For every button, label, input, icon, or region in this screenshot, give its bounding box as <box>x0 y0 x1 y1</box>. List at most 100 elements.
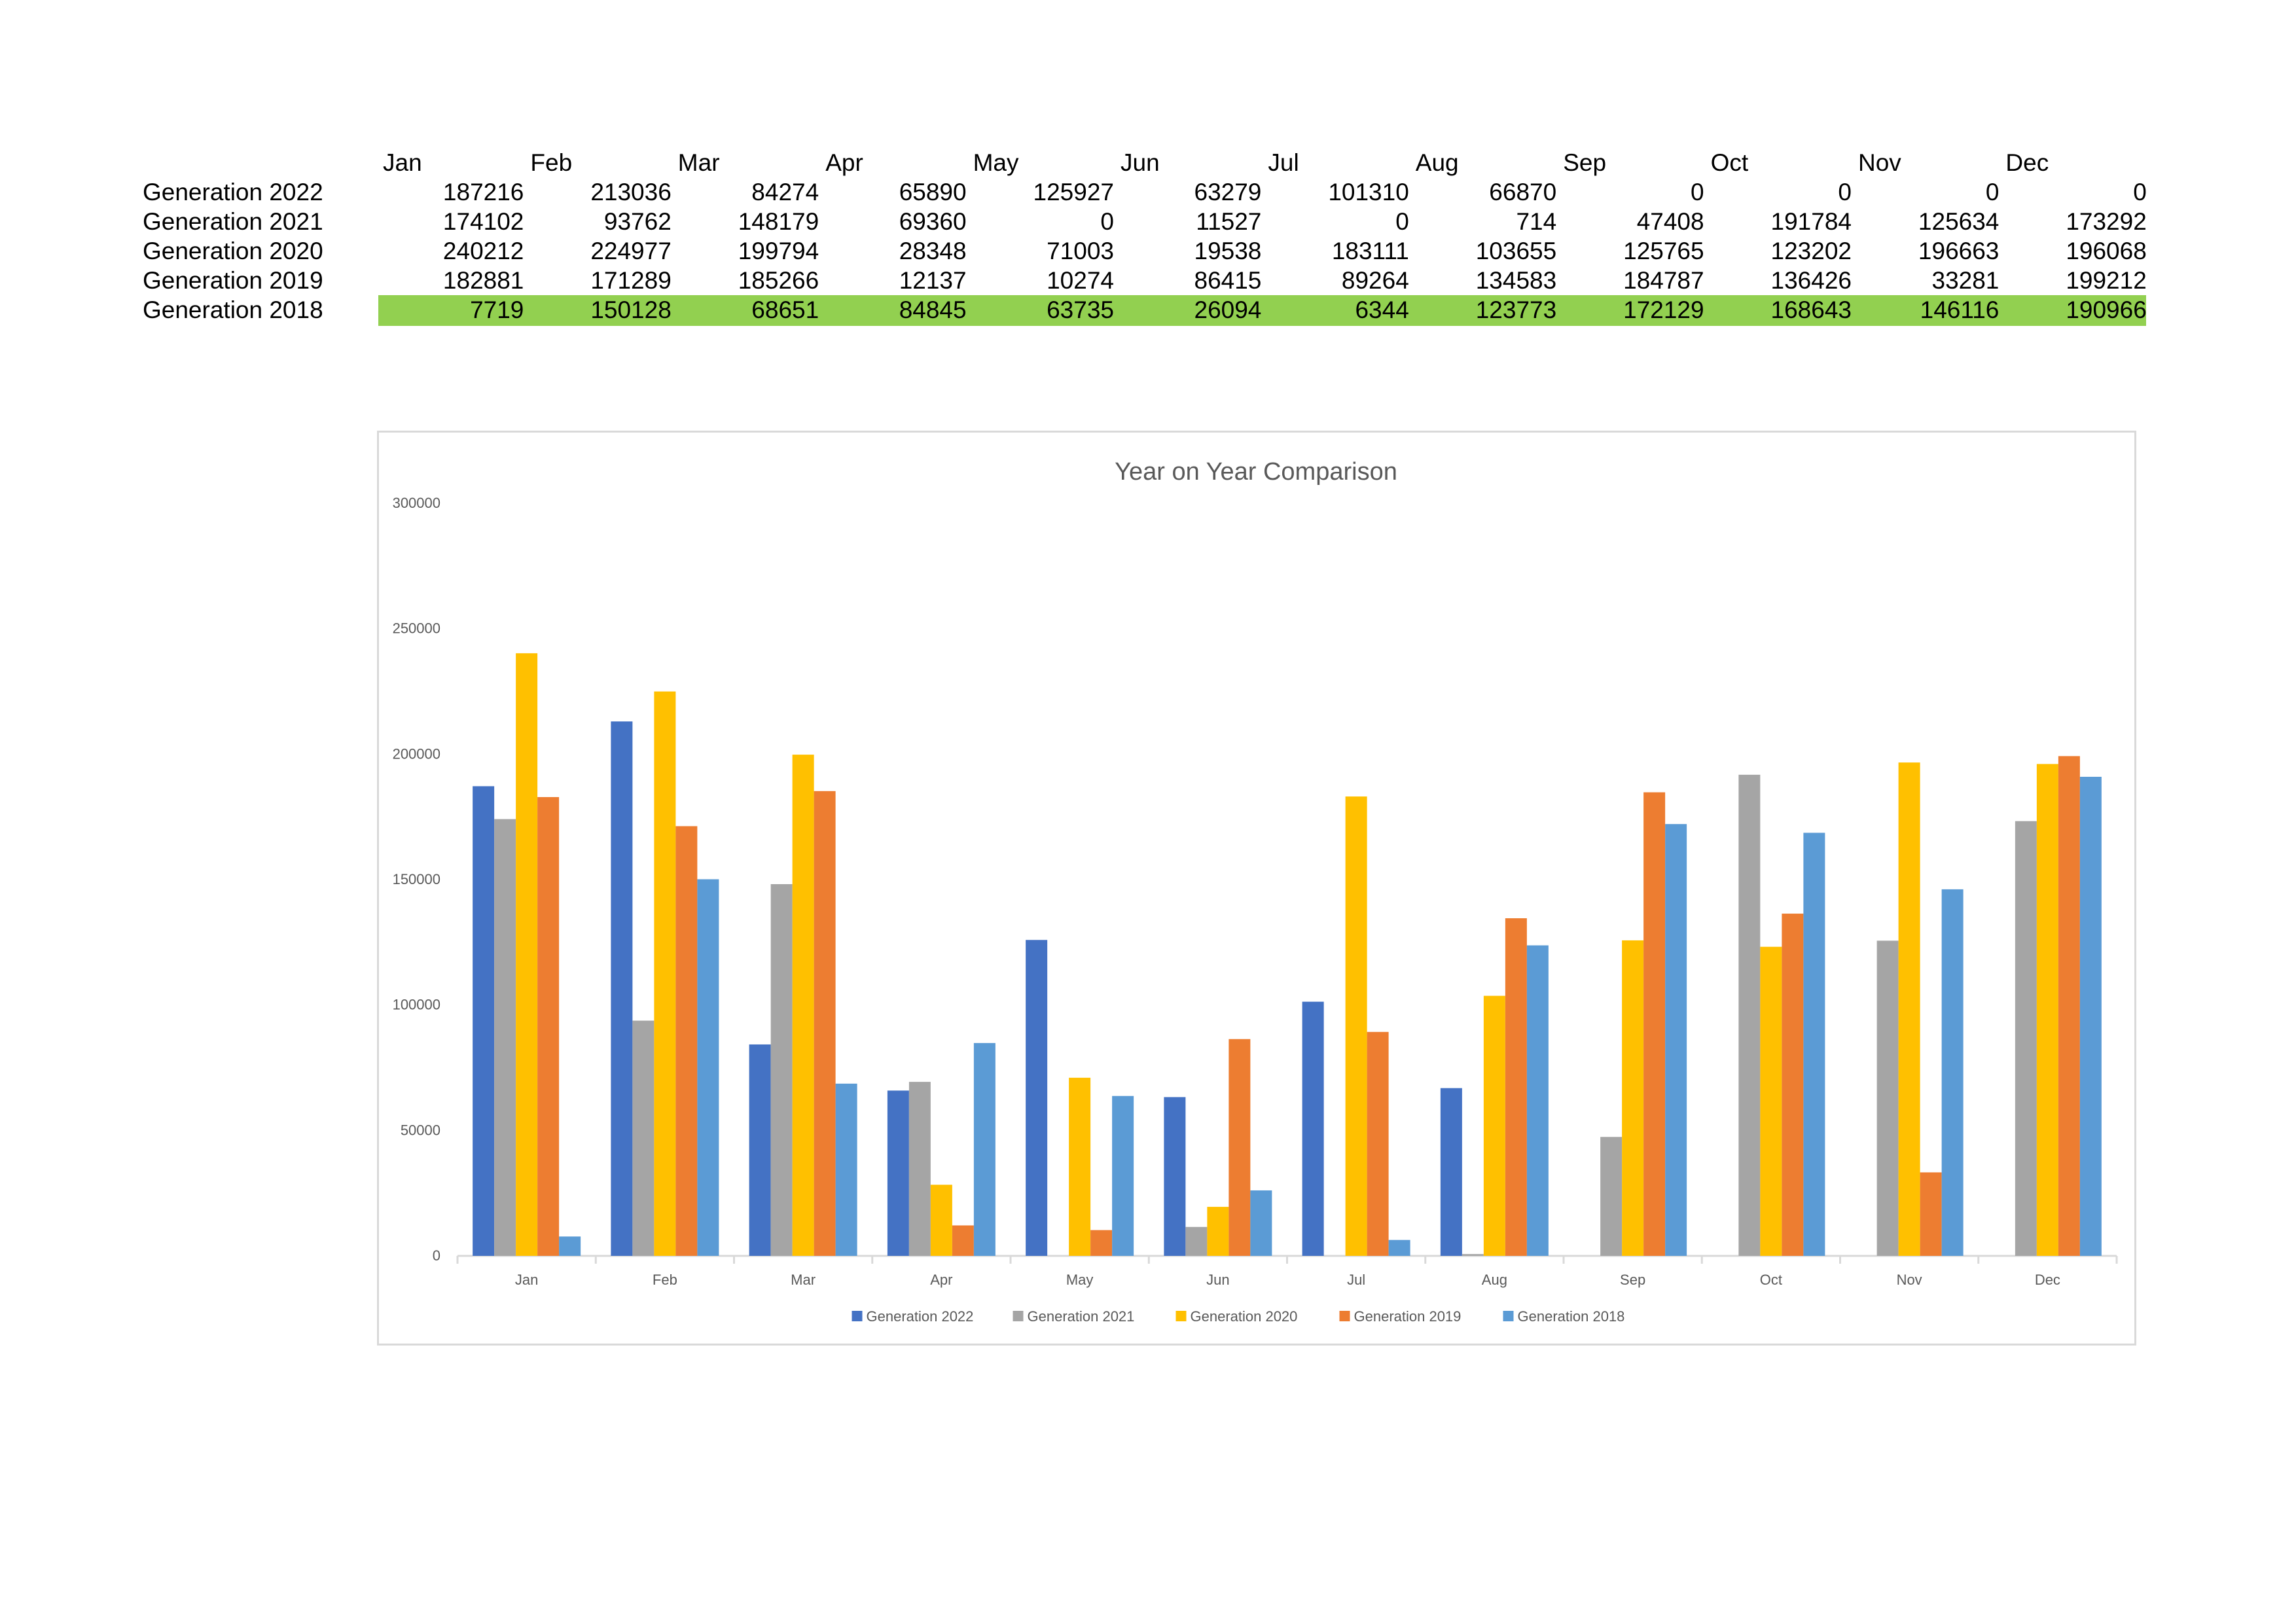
table-cell: 12137 <box>899 267 967 294</box>
bar-generation-2019-jan <box>537 796 560 1256</box>
table-cell: 26094 <box>1194 296 1262 323</box>
bar-generation-2019-nov <box>1920 1172 1942 1256</box>
bar-generation-2018-apr <box>973 1043 996 1256</box>
column-header-may: May <box>973 149 1019 176</box>
table-cell: 199794 <box>738 238 819 264</box>
bar-generation-2018-sep <box>1665 824 1687 1256</box>
column-header-oct: Oct <box>1710 149 1749 176</box>
bar-generation-2018-feb <box>697 879 719 1256</box>
bar-generation-2020-oct <box>1760 946 1782 1256</box>
bar-generation-2020-mar <box>792 755 814 1256</box>
table-cell: 150128 <box>590 296 672 323</box>
bar-generation-2019-jun <box>1229 1039 1251 1256</box>
table-cell: 123202 <box>1770 238 1852 264</box>
legend-entry: Generation 2018 <box>1518 1308 1625 1325</box>
column-header-mar: Mar <box>677 149 720 176</box>
table-cell: 0 <box>1691 179 1704 205</box>
x-tick-label: Jul <box>1347 1272 1365 1288</box>
bar-generation-2022-mar <box>749 1044 771 1256</box>
legend-swatch <box>852 1311 863 1321</box>
bar-generation-2021-sep <box>1600 1137 1623 1256</box>
row-label: Generation 2022 <box>143 179 323 205</box>
chart-title: Year on Year Comparison <box>1115 458 1397 486</box>
table-cell: 47408 <box>1636 208 1704 235</box>
bar-generation-2022-jul <box>1302 1001 1324 1256</box>
table-cell: 190966 <box>2066 296 2147 323</box>
bar-generation-2022-apr <box>887 1090 909 1256</box>
x-tick-label: Aug <box>1482 1272 1507 1288</box>
x-tick-label: Feb <box>653 1272 677 1288</box>
table-cell: 6344 <box>1355 296 1409 323</box>
bar-generation-2021-apr <box>908 1082 931 1256</box>
table-cell: 0 <box>1985 179 2000 205</box>
bar-generation-2018-may <box>1112 1096 1134 1256</box>
table-cell: 10274 <box>1047 267 1114 294</box>
table-cell: 123773 <box>1475 296 1557 323</box>
x-tick-label: Jan <box>515 1272 538 1288</box>
chart-container: Year on Year Comparison 0 50000 100000 15000… <box>377 431 2136 1346</box>
table-cell: 173292 <box>2066 208 2147 235</box>
table-cell: 69360 <box>899 208 967 235</box>
bar-generation-2021-jun <box>1185 1226 1208 1256</box>
bar-generation-2022-jan <box>473 786 495 1256</box>
column-header-dec: Dec <box>2005 149 2049 176</box>
table-cell: 86415 <box>1194 267 1262 294</box>
table-cell: 84274 <box>751 179 819 205</box>
bar-generation-2021-feb <box>632 1020 655 1256</box>
table-cell: 171289 <box>590 267 672 294</box>
table-cell: 182881 <box>442 267 524 294</box>
table-cell: 148179 <box>738 208 819 235</box>
bar-generation-2019-mar <box>814 791 836 1256</box>
table-cell: 0 <box>1838 179 1852 205</box>
column-header-jul: Jul <box>1268 149 1299 176</box>
table-cell: 168643 <box>1770 296 1852 323</box>
table-cell: 213036 <box>590 179 672 205</box>
legend-swatch <box>1339 1311 1350 1321</box>
table-cell: 172129 <box>1623 296 1704 323</box>
row-label: Generation 2021 <box>143 208 323 235</box>
table-cell: 68651 <box>751 296 819 323</box>
bar-generation-2021-nov <box>1876 940 1899 1256</box>
table-cell: 63279 <box>1194 179 1262 205</box>
bar-generation-2022-may <box>1026 940 1048 1256</box>
table-cell: 71003 <box>1047 238 1114 264</box>
bar-generation-2020-jun <box>1207 1207 1229 1256</box>
bar-generation-2022-aug <box>1440 1088 1462 1256</box>
column-header-jan: Jan <box>383 149 422 176</box>
table-cell: 89264 <box>1341 267 1409 294</box>
table-cell: 196663 <box>1918 238 2000 264</box>
table-cell: 84845 <box>899 296 967 323</box>
x-tick-label: Apr <box>930 1272 952 1288</box>
bar-generation-2018-dec <box>2079 776 2102 1256</box>
table-cell: 0 <box>1100 208 1114 235</box>
bar-generation-2019-oct <box>1782 914 1804 1256</box>
table-cell: 199212 <box>2066 267 2147 294</box>
bar-generation-2020-may <box>1069 1077 1091 1256</box>
y-tick-label: 300000 <box>393 495 440 511</box>
data-table: Jan Feb Mar Apr May Jun Jul Aug Sep Oct Nov Dec Gene… <box>0 0 2296 340</box>
row-label: Generation 2020 <box>143 238 323 264</box>
table-cell: 65890 <box>899 179 967 205</box>
column-header-feb: Feb <box>530 149 573 176</box>
bar-generation-2022-feb <box>611 721 633 1256</box>
bar-generation-2022-jun <box>1164 1097 1186 1256</box>
column-header-aug: Aug <box>1415 149 1459 176</box>
table-cell: 191784 <box>1770 208 1852 235</box>
legend-swatch <box>1175 1311 1187 1321</box>
table-cell: 93762 <box>603 208 672 235</box>
bar-generation-2018-mar <box>835 1083 857 1256</box>
table-cell: 125634 <box>1918 208 2000 235</box>
bar-generation-2020-aug <box>1483 995 1505 1256</box>
table-cell: 125927 <box>1033 179 1114 205</box>
table-cell: 714 <box>1516 208 1557 235</box>
table-cell: 185266 <box>738 267 819 294</box>
table-cell: 136426 <box>1770 267 1852 294</box>
bar-generation-2020-sep <box>1622 940 1644 1256</box>
row-label: Generation 2018 <box>143 296 323 323</box>
highlight-row-band <box>378 295 2146 326</box>
bar-generation-2021-aug <box>1462 1254 1484 1256</box>
bar-generation-2019-may <box>1090 1230 1113 1256</box>
y-tick-label: 250000 <box>393 620 440 637</box>
table-cell: 183111 <box>1331 238 1409 264</box>
bar-generation-2020-jan <box>516 653 538 1256</box>
